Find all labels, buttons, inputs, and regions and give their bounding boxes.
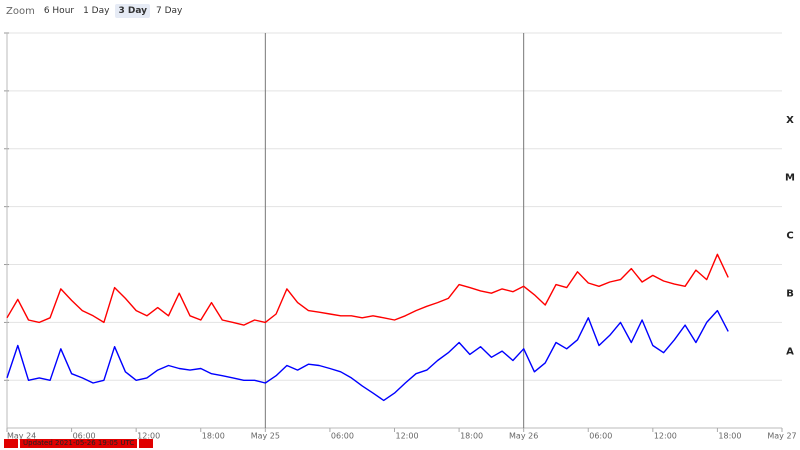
zoom-button[interactable]: 6 Hour [43,6,75,16]
x-tick-label: 06:00 [589,432,612,441]
x-tick-label: May 27 [767,432,796,441]
footer-box [139,439,154,448]
class-label: C [786,231,793,242]
x-tick-label: 06:00 [331,432,354,441]
zoom-button[interactable]: 3 Day [115,4,150,18]
x-tick-label: 18:00 [718,432,741,441]
class-label: A [786,346,794,357]
x-tick-label: 12:00 [137,432,160,441]
x-tick-label: 12:00 [654,432,677,441]
footer: Updated 2021-05-26 19:05 UTC [4,439,154,448]
zoom-button[interactable]: 1 Day [83,6,110,16]
x-tick-label: 06:00 [73,432,96,441]
x-tick-label: 12:00 [396,432,419,441]
x-tick-label: 18:00 [460,432,483,441]
x-tick-label: 18:00 [202,432,225,441]
x-tick-label: May 25 [251,432,280,441]
class-label: M [785,173,795,184]
flux-line [6,253,729,326]
class-label: X [786,115,794,126]
zoom-button[interactable]: 7 Day [155,6,183,16]
flux-line [6,309,729,402]
updated-text: Updated 2021-05-26 19:05 UTC [20,439,138,448]
zoom-label: Zoom [6,5,35,17]
x-tick-label: May 24 [7,432,36,441]
footer-box [4,439,18,448]
x-tick-label: May 26 [509,432,538,441]
class-label: B [786,288,794,299]
zoom-toolbar: Zoom 6 Hour 1 Day 3 Day 7 Day [6,4,185,18]
